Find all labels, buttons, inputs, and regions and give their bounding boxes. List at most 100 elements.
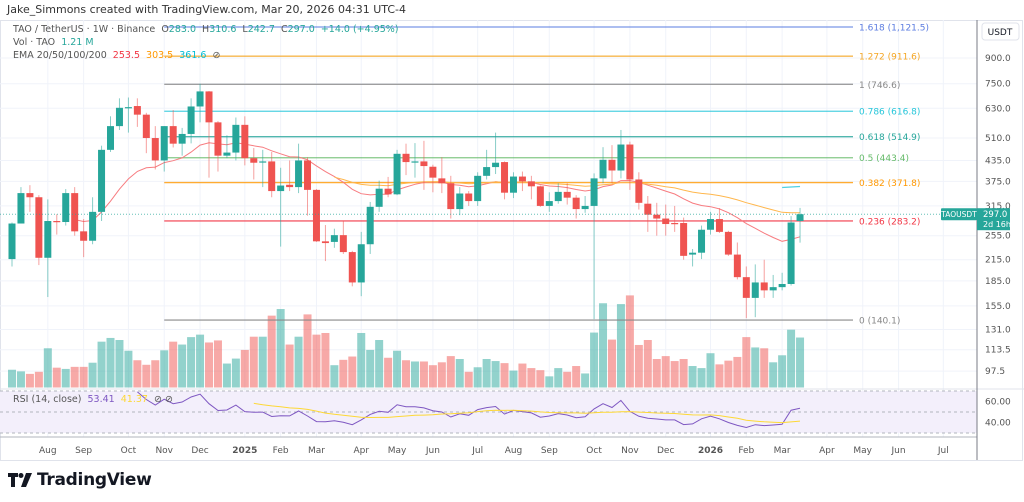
candle-body xyxy=(71,193,79,232)
candle-body xyxy=(250,158,258,163)
price-tick-label: 750.0 xyxy=(985,80,1011,90)
rsi-line xyxy=(137,391,801,429)
candle-body xyxy=(277,185,285,192)
price-tick-label: 435.0 xyxy=(985,156,1011,166)
volume-bar xyxy=(294,336,303,388)
candle-body xyxy=(492,162,500,168)
price-tick-label: 375.0 xyxy=(985,177,1011,187)
price-tick-label: 510.0 xyxy=(985,134,1011,144)
hidden-value-icon: ⊘ xyxy=(212,50,221,61)
volume-bar xyxy=(670,361,679,388)
candle-body xyxy=(617,144,625,171)
volume-bar xyxy=(348,356,357,388)
volume-bar xyxy=(178,344,187,388)
hidden-value-icon: ⊘ ⊘ xyxy=(153,394,173,405)
price-tick-label: 215.0 xyxy=(985,256,1011,266)
time-tick-label: Dec xyxy=(191,446,208,456)
symbol-title: TAO / TetherUS · 1W · Binance xyxy=(13,24,156,35)
close-value: 297.0 xyxy=(287,24,315,35)
candle-body xyxy=(286,184,294,188)
low-value: 242.7 xyxy=(247,24,275,35)
rsi-ma-line xyxy=(253,402,801,424)
candle-body xyxy=(241,124,249,159)
candle-body xyxy=(151,138,159,161)
price-tick-label: 185.0 xyxy=(985,277,1011,287)
candle-body xyxy=(527,181,535,187)
candle-body xyxy=(321,241,329,244)
fib-level-label: 0.382 (371.8) xyxy=(859,179,920,189)
currency-label: USDT xyxy=(988,28,1013,38)
volume-bar xyxy=(205,342,214,388)
candle-body xyxy=(375,188,383,207)
candle-body xyxy=(698,229,706,253)
candle-body xyxy=(626,144,634,180)
ema-label: EMA 20/50/100/200 xyxy=(13,50,107,61)
volume-bar xyxy=(563,371,572,388)
volume-bar xyxy=(384,357,393,388)
rsi-legend[interactable]: RSI (14, close) 53.41 41.37 ⊘ ⊘ xyxy=(13,394,173,405)
volume-bar xyxy=(213,340,222,388)
candle-body xyxy=(268,161,276,192)
time-tick-label: Jul xyxy=(471,446,483,456)
volume-bar xyxy=(536,370,545,388)
volume-bar xyxy=(715,364,724,388)
time-tick-label: Feb xyxy=(738,446,754,456)
volume-bar xyxy=(706,353,715,388)
candle-body xyxy=(715,219,723,232)
candle-body xyxy=(348,252,356,283)
ema20-value: 253.5 xyxy=(112,50,140,61)
volume-legend[interactable]: Vol · TAO 1.21 M xyxy=(13,36,399,49)
candle-body xyxy=(635,179,643,203)
candle-body xyxy=(187,106,195,134)
volume-bar xyxy=(267,315,276,388)
volume-bar xyxy=(616,304,625,388)
open-label: O xyxy=(161,24,169,35)
volume-bar xyxy=(527,368,536,388)
currency-button xyxy=(981,22,1020,41)
volume-bar xyxy=(124,350,133,388)
volume-bar xyxy=(572,366,581,388)
time-tick-label: Mar xyxy=(774,446,791,456)
volume-bar xyxy=(160,350,169,388)
volume-bar xyxy=(169,341,178,388)
candle-body xyxy=(671,223,679,225)
symbol-legend[interactable]: TAO / TetherUS · 1W · Binance O283.0 H31… xyxy=(13,23,399,36)
volume-bar xyxy=(196,334,205,388)
time-tick-label: Nov xyxy=(621,446,639,456)
candle-body xyxy=(53,221,61,223)
time-tick-label: Feb xyxy=(273,446,289,456)
fib-level-label: 1.272 (911.6) xyxy=(859,53,920,63)
candle-body xyxy=(205,91,213,123)
volume-bar xyxy=(751,347,760,388)
volume-bar xyxy=(769,362,778,388)
chart-credit: Jake_Simmons created with TradingView.co… xyxy=(7,3,406,16)
volume-bar xyxy=(276,309,285,388)
volume-bar xyxy=(581,373,590,388)
volume-bar xyxy=(446,356,455,388)
candle-body xyxy=(8,223,16,260)
candle-body xyxy=(778,283,786,288)
volume-bar xyxy=(419,361,428,388)
tradingview-logo[interactable]: TradingView xyxy=(8,470,152,490)
fib-level-label: 1 (746.6) xyxy=(859,81,900,91)
volume-bar xyxy=(661,356,670,388)
fib-level-label: 0.236 (283.2) xyxy=(859,217,920,227)
time-tick-label: Sep xyxy=(75,446,92,456)
ema-legend[interactable]: EMA 20/50/100/200 253.5 303.5 361.6 ⊘ xyxy=(13,49,399,62)
volume-bar xyxy=(240,349,249,388)
volume-bar xyxy=(500,363,509,388)
current-price-tag xyxy=(977,208,1010,231)
time-tick-label: Aug xyxy=(505,446,523,456)
candle-body xyxy=(357,244,365,283)
close-label: C xyxy=(280,24,288,35)
price-tick-label: 900.0 xyxy=(985,54,1011,64)
time-tick-label: Apr xyxy=(353,446,369,456)
candle-body xyxy=(590,178,598,206)
volume-bar xyxy=(142,364,151,388)
candle-body xyxy=(608,159,616,171)
volume-bar xyxy=(70,366,79,388)
low-label: L xyxy=(242,24,248,35)
volume-bar xyxy=(16,371,25,388)
candle-body xyxy=(545,201,553,206)
